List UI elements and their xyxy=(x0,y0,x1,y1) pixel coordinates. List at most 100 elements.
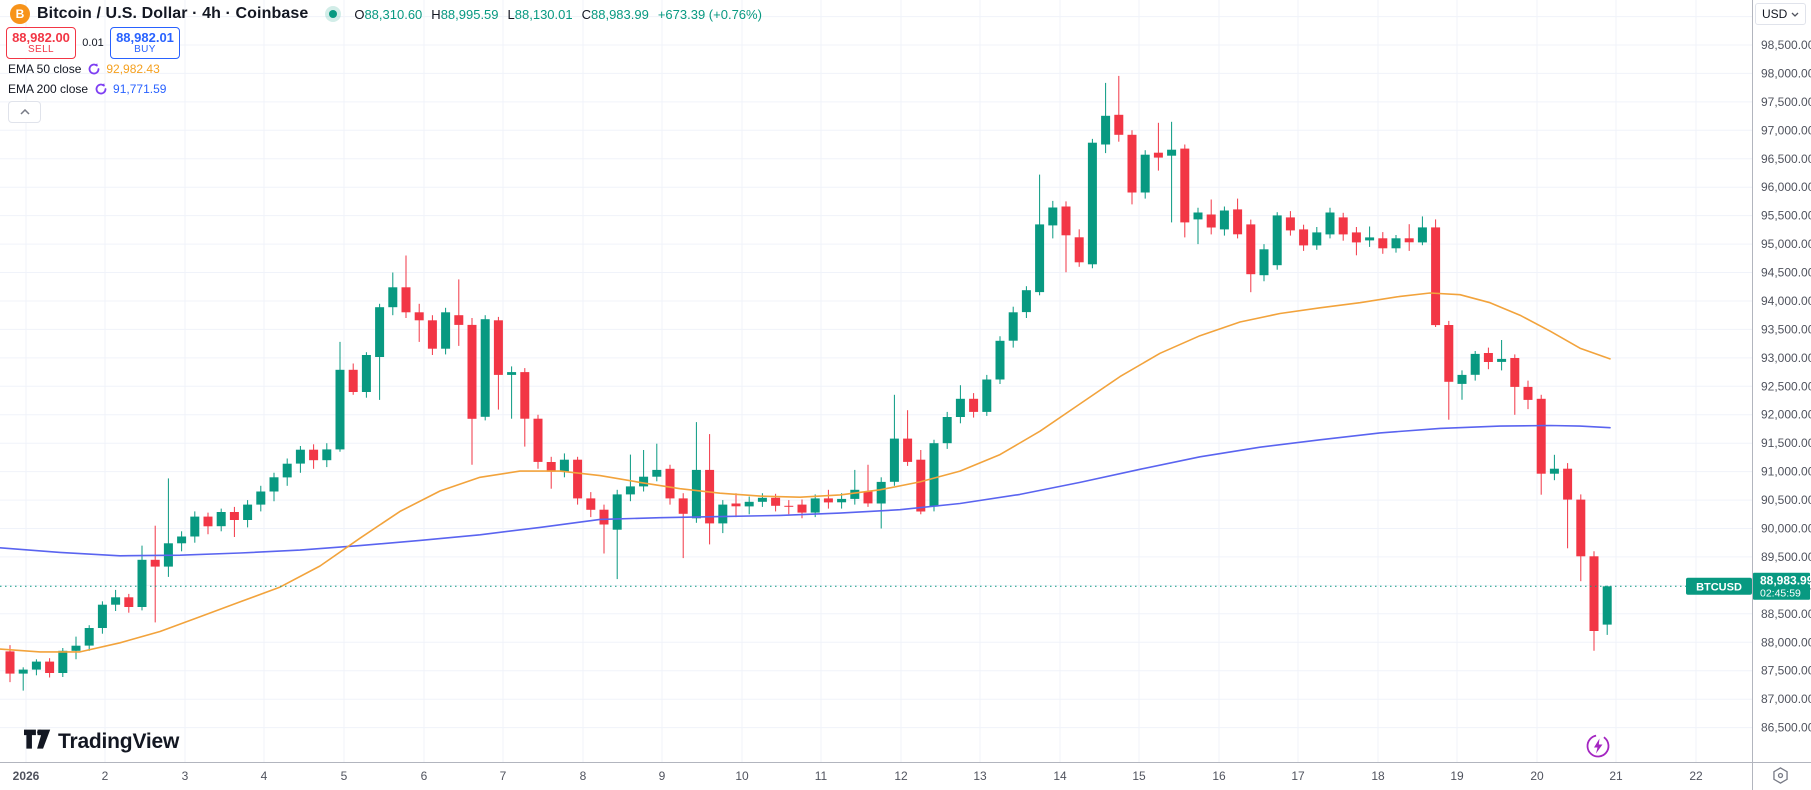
flash-boost-button[interactable] xyxy=(1585,733,1611,764)
candle[interactable] xyxy=(467,324,477,419)
candle[interactable] xyxy=(414,312,424,321)
currency-selector[interactable]: USD xyxy=(1755,3,1806,25)
candle[interactable] xyxy=(1312,232,1322,246)
candle[interactable] xyxy=(1404,238,1414,243)
candle[interactable] xyxy=(1338,217,1348,235)
candle[interactable] xyxy=(810,498,820,513)
tradingview-watermark[interactable]: TradingView xyxy=(24,729,179,754)
candle[interactable] xyxy=(1193,212,1203,220)
candle[interactable] xyxy=(1325,212,1335,235)
candle[interactable] xyxy=(837,498,847,503)
candle[interactable] xyxy=(493,320,503,375)
candle[interactable] xyxy=(1285,217,1295,231)
candle[interactable] xyxy=(1470,353,1480,375)
candle[interactable] xyxy=(401,287,411,313)
candle[interactable] xyxy=(282,463,292,478)
candle[interactable] xyxy=(546,462,556,472)
candle[interactable] xyxy=(533,418,543,462)
candle[interactable] xyxy=(573,459,583,499)
candle[interactable] xyxy=(942,417,952,444)
candle[interactable] xyxy=(757,497,767,502)
candle[interactable] xyxy=(969,398,979,412)
candle[interactable] xyxy=(784,505,794,507)
candle[interactable] xyxy=(929,443,939,507)
candle[interactable] xyxy=(599,509,609,525)
candle[interactable] xyxy=(1035,224,1045,293)
candle[interactable] xyxy=(1219,210,1229,230)
candle[interactable] xyxy=(45,661,55,673)
candle[interactable] xyxy=(1061,206,1071,236)
candle[interactable] xyxy=(520,372,530,419)
candle[interactable] xyxy=(1259,249,1269,276)
candle[interactable] xyxy=(823,498,833,503)
candle[interactable] xyxy=(1444,325,1454,382)
candle[interactable] xyxy=(665,468,675,499)
candle[interactable] xyxy=(639,476,649,487)
candle[interactable] xyxy=(1074,237,1084,263)
axis-settings-button[interactable] xyxy=(1771,766,1790,790)
candle[interactable] xyxy=(18,669,28,674)
candle[interactable] xyxy=(1510,358,1520,387)
candle[interactable] xyxy=(322,449,332,461)
candle[interactable] xyxy=(5,651,15,674)
candle[interactable] xyxy=(348,369,358,392)
candle[interactable] xyxy=(97,604,107,628)
candle[interactable] xyxy=(309,449,319,461)
candle[interactable] xyxy=(612,494,622,530)
candle[interactable] xyxy=(388,287,398,308)
candle[interactable] xyxy=(361,355,371,392)
candle[interactable] xyxy=(507,372,517,375)
candle[interactable] xyxy=(243,504,253,520)
candle[interactable] xyxy=(718,504,728,524)
candle[interactable] xyxy=(1114,114,1124,135)
candle[interactable] xyxy=(744,501,754,507)
candle[interactable] xyxy=(916,459,926,512)
indicator-legend-ema200[interactable]: EMA 200 close 91,771.59 xyxy=(8,81,166,96)
candle[interactable] xyxy=(1457,374,1467,384)
candle[interactable] xyxy=(375,307,385,357)
candle[interactable] xyxy=(256,491,266,505)
candle[interactable] xyxy=(480,319,490,417)
candle[interactable] xyxy=(1272,215,1282,266)
candle[interactable] xyxy=(876,481,886,504)
candle[interactable] xyxy=(889,438,899,482)
candle[interactable] xyxy=(1246,224,1256,275)
candle[interactable] xyxy=(1048,207,1058,226)
candle[interactable] xyxy=(124,597,134,607)
candle[interactable] xyxy=(216,512,226,527)
candle[interactable] xyxy=(111,597,121,605)
indicator-legend-ema50[interactable]: EMA 50 close 92,982.43 xyxy=(8,61,160,76)
candle[interactable] xyxy=(335,369,345,450)
candle[interactable] xyxy=(1483,353,1493,362)
candle[interactable] xyxy=(1299,229,1309,246)
candle[interactable] xyxy=(731,503,741,507)
candle[interactable] xyxy=(1365,237,1375,241)
candle[interactable] xyxy=(1127,134,1137,193)
candle[interactable] xyxy=(1549,468,1559,474)
candle[interactable] xyxy=(1008,312,1018,341)
candle[interactable] xyxy=(1140,154,1150,193)
candle[interactable] xyxy=(31,661,41,670)
candle[interactable] xyxy=(559,459,569,472)
candle[interactable] xyxy=(850,489,860,499)
candle[interactable] xyxy=(295,449,305,464)
candle[interactable] xyxy=(1233,209,1243,235)
candle[interactable] xyxy=(1523,386,1533,400)
candle[interactable] xyxy=(1602,586,1612,625)
candle[interactable] xyxy=(190,516,200,537)
candle[interactable] xyxy=(1431,227,1441,326)
candle[interactable] xyxy=(903,438,913,462)
candle[interactable] xyxy=(1417,227,1427,243)
candle[interactable] xyxy=(1087,142,1097,265)
candle[interactable] xyxy=(84,628,94,646)
candle[interactable] xyxy=(137,559,147,607)
symbol-title[interactable]: Bitcoin / U.S. Dollar · 4h · Coinbase xyxy=(37,5,309,22)
candle[interactable] xyxy=(1153,152,1163,158)
candle[interactable] xyxy=(586,498,596,510)
candle[interactable] xyxy=(1206,214,1216,228)
candle[interactable] xyxy=(269,477,279,492)
candle[interactable] xyxy=(982,379,992,412)
candle[interactable] xyxy=(1589,556,1599,631)
candle[interactable] xyxy=(705,469,715,524)
candle[interactable] xyxy=(995,340,1005,380)
